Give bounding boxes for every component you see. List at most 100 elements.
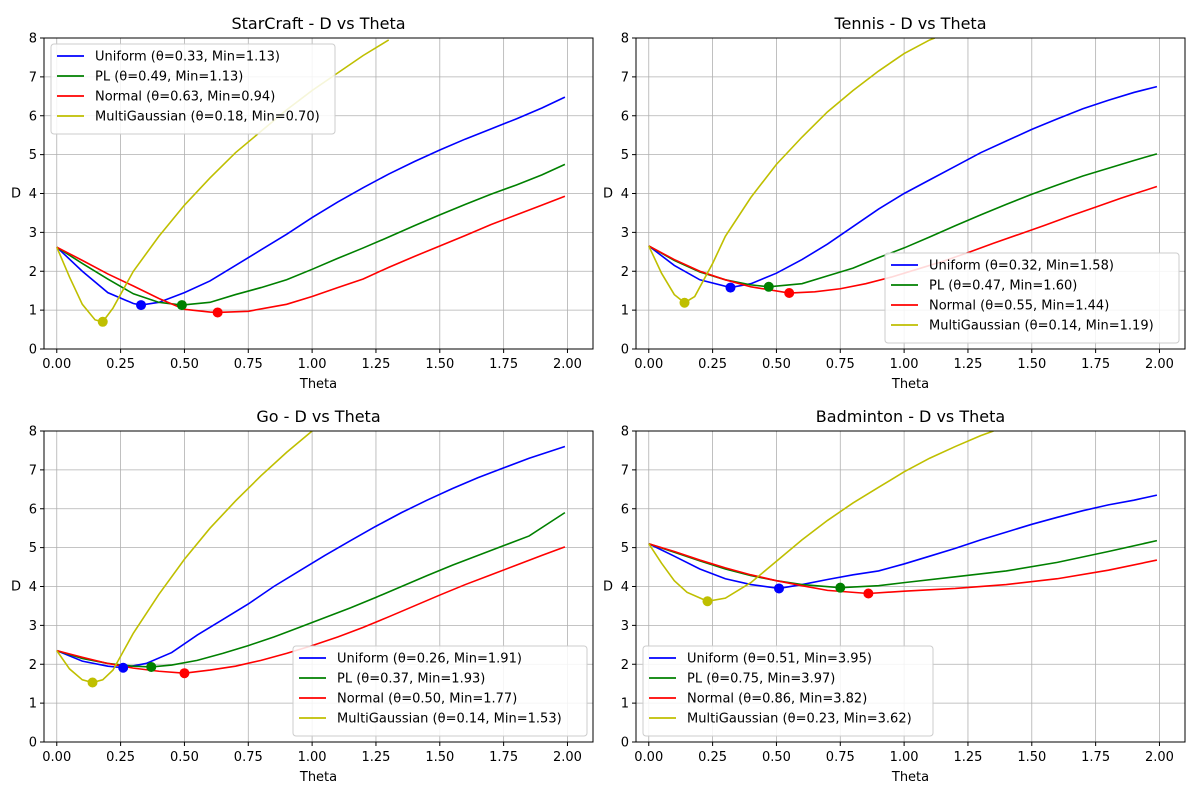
y-axis-label: D	[603, 580, 613, 595]
x-tick-label: 0.25	[106, 750, 135, 765]
legend-entry: Normal (θ=0.86, Min=3.82)	[687, 692, 867, 707]
x-tick-label: 0.50	[170, 357, 199, 372]
y-tick-label: 6	[621, 502, 629, 517]
legend-entry: PL (θ=0.47, Min=1.60)	[929, 279, 1077, 294]
y-tick-label: 5	[621, 148, 629, 163]
series-line-2	[56, 511, 566, 668]
y-tick-label: 3	[29, 619, 37, 634]
x-tick-label: 1.00	[890, 357, 919, 372]
legend-entry: MultiGaussian (θ=0.14, Min=1.53)	[337, 712, 562, 727]
x-tick-label: 1.50	[1017, 750, 1046, 765]
x-tick-label: 1.25	[953, 750, 982, 765]
series-line-3	[648, 542, 1158, 595]
legend: Uniform (θ=0.51, Min=3.95) PL (θ=0.75, Mi…	[642, 645, 934, 737]
x-tick-label: 1.50	[1017, 357, 1046, 372]
x-axis-label: Theta	[891, 770, 929, 785]
legend: Uniform (θ=0.33, Min=1.13) PL (θ=0.49, Mi…	[50, 43, 336, 135]
y-tick-label: 7	[29, 463, 37, 478]
series-line-1	[648, 85, 1158, 289]
x-tick-label: 1.25	[361, 750, 390, 765]
y-tick-label: 1	[621, 697, 629, 712]
y-axis-label: D	[11, 187, 21, 202]
y-tick-label: 2	[621, 265, 629, 280]
x-tick-label: 1.75	[489, 357, 518, 372]
legend: Uniform (θ=0.32, Min=1.58) PL (θ=0.47, Mi…	[884, 252, 1180, 344]
y-tick-label: 3	[29, 226, 37, 241]
x-tick-label: 2.00	[553, 750, 582, 765]
y-axis-label: D	[603, 187, 613, 202]
y-tick-label: 5	[621, 541, 629, 556]
x-tick-label: 0.50	[170, 750, 199, 765]
chart-title: StarCraft - D vs Theta	[231, 14, 405, 33]
min-marker-1	[118, 662, 129, 673]
x-tick-label: 1.00	[298, 750, 327, 765]
y-tick-label: 1	[29, 304, 37, 319]
min-marker-2	[835, 582, 846, 593]
x-tick-label: 2.00	[1145, 750, 1174, 765]
legend-entry: Uniform (θ=0.33, Min=1.13)	[95, 50, 280, 65]
y-tick-label: 4	[29, 187, 37, 202]
min-marker-2	[763, 281, 774, 292]
min-marker-3	[179, 668, 190, 679]
chart-title: Badminton - D vs Theta	[816, 407, 1005, 426]
min-marker-4	[679, 297, 690, 308]
y-tick-label: 1	[621, 304, 629, 319]
y-tick-label: 8	[621, 425, 629, 440]
y-tick-label: 2	[29, 265, 37, 280]
min-marker-4	[87, 677, 98, 688]
legend-entry: MultiGaussian (θ=0.18, Min=0.70)	[95, 110, 320, 125]
x-tick-label: 1.00	[890, 750, 919, 765]
chart-panel-4: 0.00 0.25 0.50 0.75 1.00 1.25 1.50 1.75 2.00 0 1 2 3…	[603, 407, 1186, 785]
chart-panel-3: 0.00 0.25 0.50 0.75 1.00 1.25 1.50 1.75 2.00 0 1 2 3…	[11, 407, 594, 785]
x-tick-label: 0.25	[698, 750, 727, 765]
legend-box	[292, 645, 588, 737]
y-tick-label: 6	[621, 109, 629, 124]
series-line-3	[56, 195, 566, 314]
x-tick-label: 0.75	[826, 357, 855, 372]
y-tick-label: 8	[29, 32, 37, 47]
chart-title: Tennis - D vs Theta	[833, 14, 986, 33]
min-marker-3	[863, 588, 874, 599]
x-tick-label: 0.50	[762, 357, 791, 372]
chart-panel-1: 0.00 0.25 0.50 0.75 1.00 1.25 1.50 1.75 2.00 0 1 2 3…	[11, 14, 594, 392]
x-tick-label: 1.25	[361, 357, 390, 372]
y-tick-label: 5	[29, 148, 37, 163]
x-tick-label: 0.25	[698, 357, 727, 372]
x-tick-label: 0.75	[234, 357, 263, 372]
y-tick-label: 8	[29, 425, 37, 440]
min-marker-1	[136, 300, 147, 311]
x-tick-label: 1.50	[425, 750, 454, 765]
y-tick-label: 4	[621, 187, 629, 202]
x-tick-label: 0.75	[234, 750, 263, 765]
min-marker-1	[773, 583, 784, 594]
legend-box	[884, 252, 1180, 344]
legend: Uniform (θ=0.26, Min=1.91) PL (θ=0.37, Mi…	[292, 645, 588, 737]
y-tick-label: 4	[621, 580, 629, 595]
min-marker-2	[176, 300, 187, 311]
y-tick-label: 7	[29, 70, 37, 85]
y-tick-label: 0	[29, 343, 37, 358]
x-tick-label: 1.75	[1081, 750, 1110, 765]
y-tick-label: 3	[621, 226, 629, 241]
y-tick-label: 2	[29, 658, 37, 673]
x-axis-label: Theta	[299, 770, 337, 785]
y-tick-label: 0	[621, 736, 629, 751]
y-tick-label: 5	[29, 541, 37, 556]
y-tick-label: 4	[29, 580, 37, 595]
min-marker-4	[702, 596, 713, 607]
min-marker-4	[97, 316, 108, 327]
series-line-4	[56, 431, 313, 684]
y-axis-label: D	[11, 580, 21, 595]
series-line-4	[648, 431, 994, 603]
legend-entry: PL (θ=0.49, Min=1.13)	[95, 70, 243, 85]
y-tick-label: 8	[621, 32, 629, 47]
min-marker-2	[146, 661, 157, 672]
legend-entry: Uniform (θ=0.51, Min=3.95)	[687, 652, 872, 667]
y-tick-label: 0	[621, 343, 629, 358]
x-tick-label: 0.00	[634, 750, 663, 765]
y-tick-label: 6	[29, 502, 37, 517]
legend-entry: PL (θ=0.37, Min=1.93)	[337, 672, 485, 687]
x-tick-label: 1.00	[298, 357, 327, 372]
min-marker-1	[725, 282, 736, 293]
